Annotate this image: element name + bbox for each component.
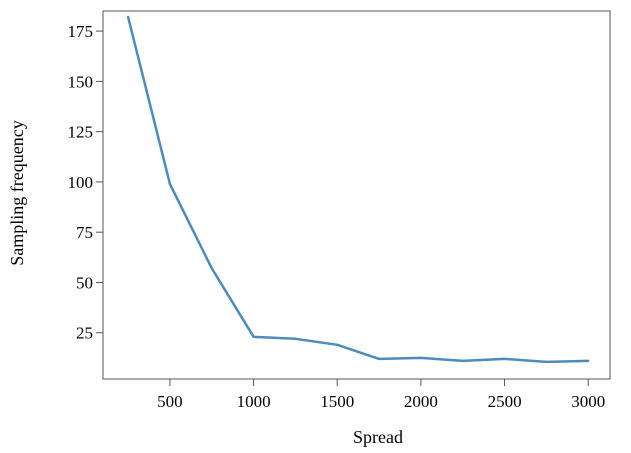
data-point-9 — [503, 358, 505, 360]
x-tick-label-5: 3000 — [571, 392, 605, 411]
data-point-1 — [169, 183, 171, 185]
x-tick-label-0: 500 — [157, 392, 183, 411]
x-tick-label-3: 2000 — [404, 392, 438, 411]
series-line-0 — [126, 15, 590, 364]
y-tick-label-4: 125 — [68, 123, 94, 142]
data-point-7 — [420, 357, 422, 359]
plot-frame — [102, 10, 611, 380]
y-tick-label-6: 175 — [68, 22, 94, 41]
y-tick-label-0: 25 — [76, 324, 93, 343]
y-tick-label-2: 75 — [76, 223, 93, 242]
series-layer — [126, 15, 590, 364]
y-tick-label-5: 150 — [68, 72, 94, 91]
data-point-2 — [211, 267, 213, 269]
data-point-11 — [587, 360, 589, 362]
data-point-8 — [462, 360, 464, 362]
data-point-10 — [545, 361, 547, 363]
x-axis-ticks: 500 1000 1500 2000 2500 3000 — [157, 379, 605, 411]
data-point-6 — [378, 358, 380, 360]
y-axis-ticks: 25 50 75 100 125 150 175 — [68, 22, 103, 343]
x-axis-title: Spread — [353, 427, 403, 447]
y-axis-title: Sampling frequency — [7, 120, 27, 265]
y-tick-label-3: 100 — [68, 173, 94, 192]
data-point-3 — [252, 336, 254, 338]
y-tick-label-1: 50 — [76, 273, 93, 292]
data-point-5 — [336, 344, 338, 346]
x-tick-label-2: 1500 — [320, 392, 354, 411]
data-point-0 — [127, 16, 129, 18]
data-point-4 — [294, 338, 296, 340]
x-tick-label-4: 2500 — [488, 392, 522, 411]
x-tick-label-1: 1000 — [237, 392, 271, 411]
